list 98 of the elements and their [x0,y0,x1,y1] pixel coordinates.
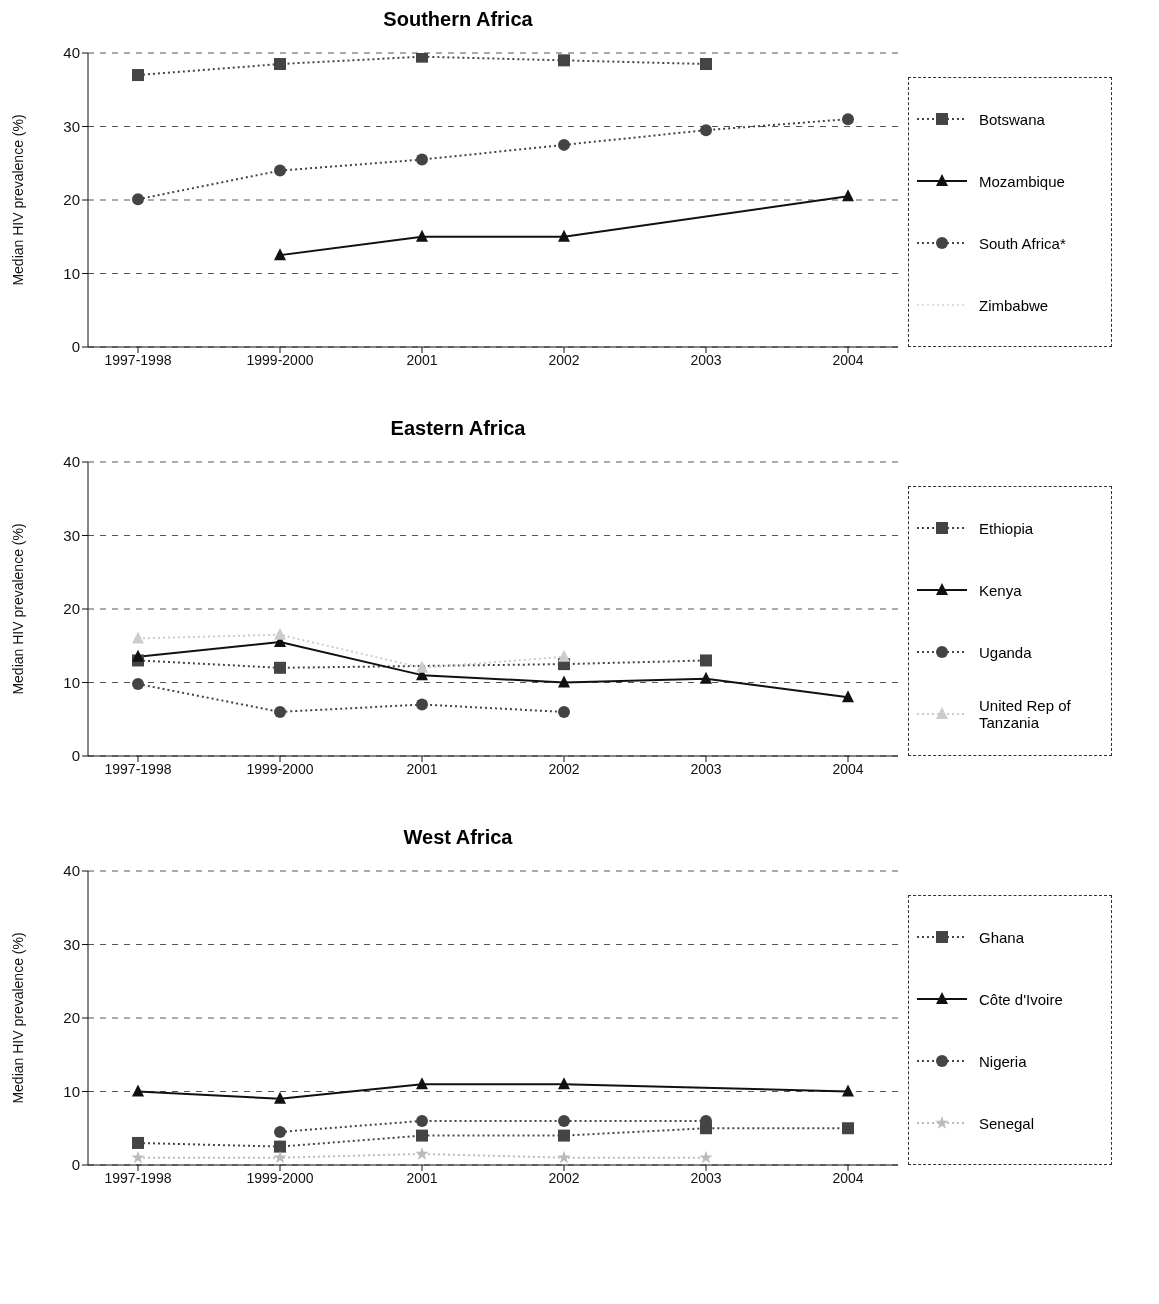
point [274,661,286,674]
point [842,690,854,703]
point [416,698,428,711]
point [842,1084,854,1097]
legend-label: Botswana [979,110,1045,128]
legend-label: Ghana [979,928,1025,946]
x-tick-label: 2002 [548,351,580,368]
point [132,1084,144,1097]
x-tick-label: 2001 [406,351,438,368]
y-tick-label: 10 [63,264,80,282]
point [416,229,428,242]
x-tick-label: 2002 [548,760,580,777]
point [700,654,712,667]
point [558,1129,570,1142]
legend-label: South Africa* [979,234,1066,252]
point [558,54,570,67]
x-tick-label: 2003 [690,351,722,368]
point [842,113,854,126]
x-tick-label: 1999-2000 [246,351,314,368]
point [842,1122,854,1135]
point [557,1150,571,1164]
x-tick-label: 1997-1998 [104,1169,172,1186]
point [274,1125,286,1138]
point [416,1077,428,1090]
x-tick-label: 2003 [690,760,722,777]
point [132,631,144,644]
point [274,248,286,261]
y-tick-label: 0 [71,338,80,356]
point [132,677,144,690]
y-tick-label: 40 [63,862,80,880]
point [132,649,144,662]
legend-label: Nigeria [979,1052,1027,1070]
point [699,1150,713,1164]
y-tick-label: 20 [63,191,80,209]
y-tick-label: 30 [63,935,80,953]
point [132,1136,144,1149]
x-tick-label: 2004 [832,1169,864,1186]
point [274,627,286,640]
point [558,229,570,242]
point [558,649,570,662]
y-tick-label: 30 [63,526,80,544]
legend-label: Côte d'Ivoire [979,990,1063,1008]
point [700,124,712,137]
point [274,1140,286,1153]
point [558,138,570,151]
y-tick-label: 30 [63,117,80,135]
point [416,153,428,166]
point [416,53,428,63]
y-tick-label: 20 [63,1009,80,1027]
y-tick-label: 0 [71,747,80,765]
x-tick-label: 2001 [406,760,438,777]
point [416,1129,428,1142]
legend-label: United Rep of Tanzania [979,697,1072,731]
legend-label: Kenya [979,581,1022,599]
y-tick-label: 40 [63,44,80,62]
point [274,164,286,177]
point [131,1150,145,1164]
x-tick-label: 2004 [832,351,864,368]
x-tick-label: 1999-2000 [246,1169,314,1186]
y-tick-label: 20 [63,600,80,618]
x-tick-label: 1997-1998 [104,351,172,368]
x-tick-label: 1999-2000 [246,760,314,777]
x-tick-label: 1997-1998 [104,760,172,777]
point [842,189,854,202]
point [132,69,144,82]
y-tick-label: 10 [63,673,80,691]
legend-label: Zimbabwe [979,296,1049,314]
y-axis-title: Median HIV prevalence (%) [9,932,26,1104]
point [274,58,286,71]
point [558,705,570,718]
point [416,1114,428,1127]
point [274,1091,286,1104]
chart-title: West Africa [402,826,514,849]
point [416,660,428,673]
x-tick-label: 2002 [548,1169,580,1186]
legend-label: Mozambique [979,172,1065,190]
point [558,1114,570,1127]
y-tick-label: 40 [63,453,80,471]
point [415,1146,429,1160]
point [132,193,144,206]
y-tick-label: 10 [63,1082,80,1100]
chart-title: Eastern Africa [389,417,527,440]
chart-title: Southern Africa [382,8,534,31]
x-tick-label: 2001 [406,1169,438,1186]
legend-label: Ethiopia [979,519,1034,537]
y-axis-title: Median HIV prevalence (%) [9,523,26,695]
x-tick-label: 2004 [832,760,864,777]
point [700,671,712,684]
point [274,705,286,718]
y-tick-label: 0 [71,1156,80,1174]
x-tick-label: 2003 [690,1169,722,1186]
point [558,675,570,688]
legend-label: Uganda [979,643,1032,661]
point [273,1150,287,1164]
legend-label: Senegal [979,1114,1035,1132]
y-axis-title: Median HIV prevalence (%) [9,114,26,286]
point [700,58,712,71]
point [558,1077,570,1090]
